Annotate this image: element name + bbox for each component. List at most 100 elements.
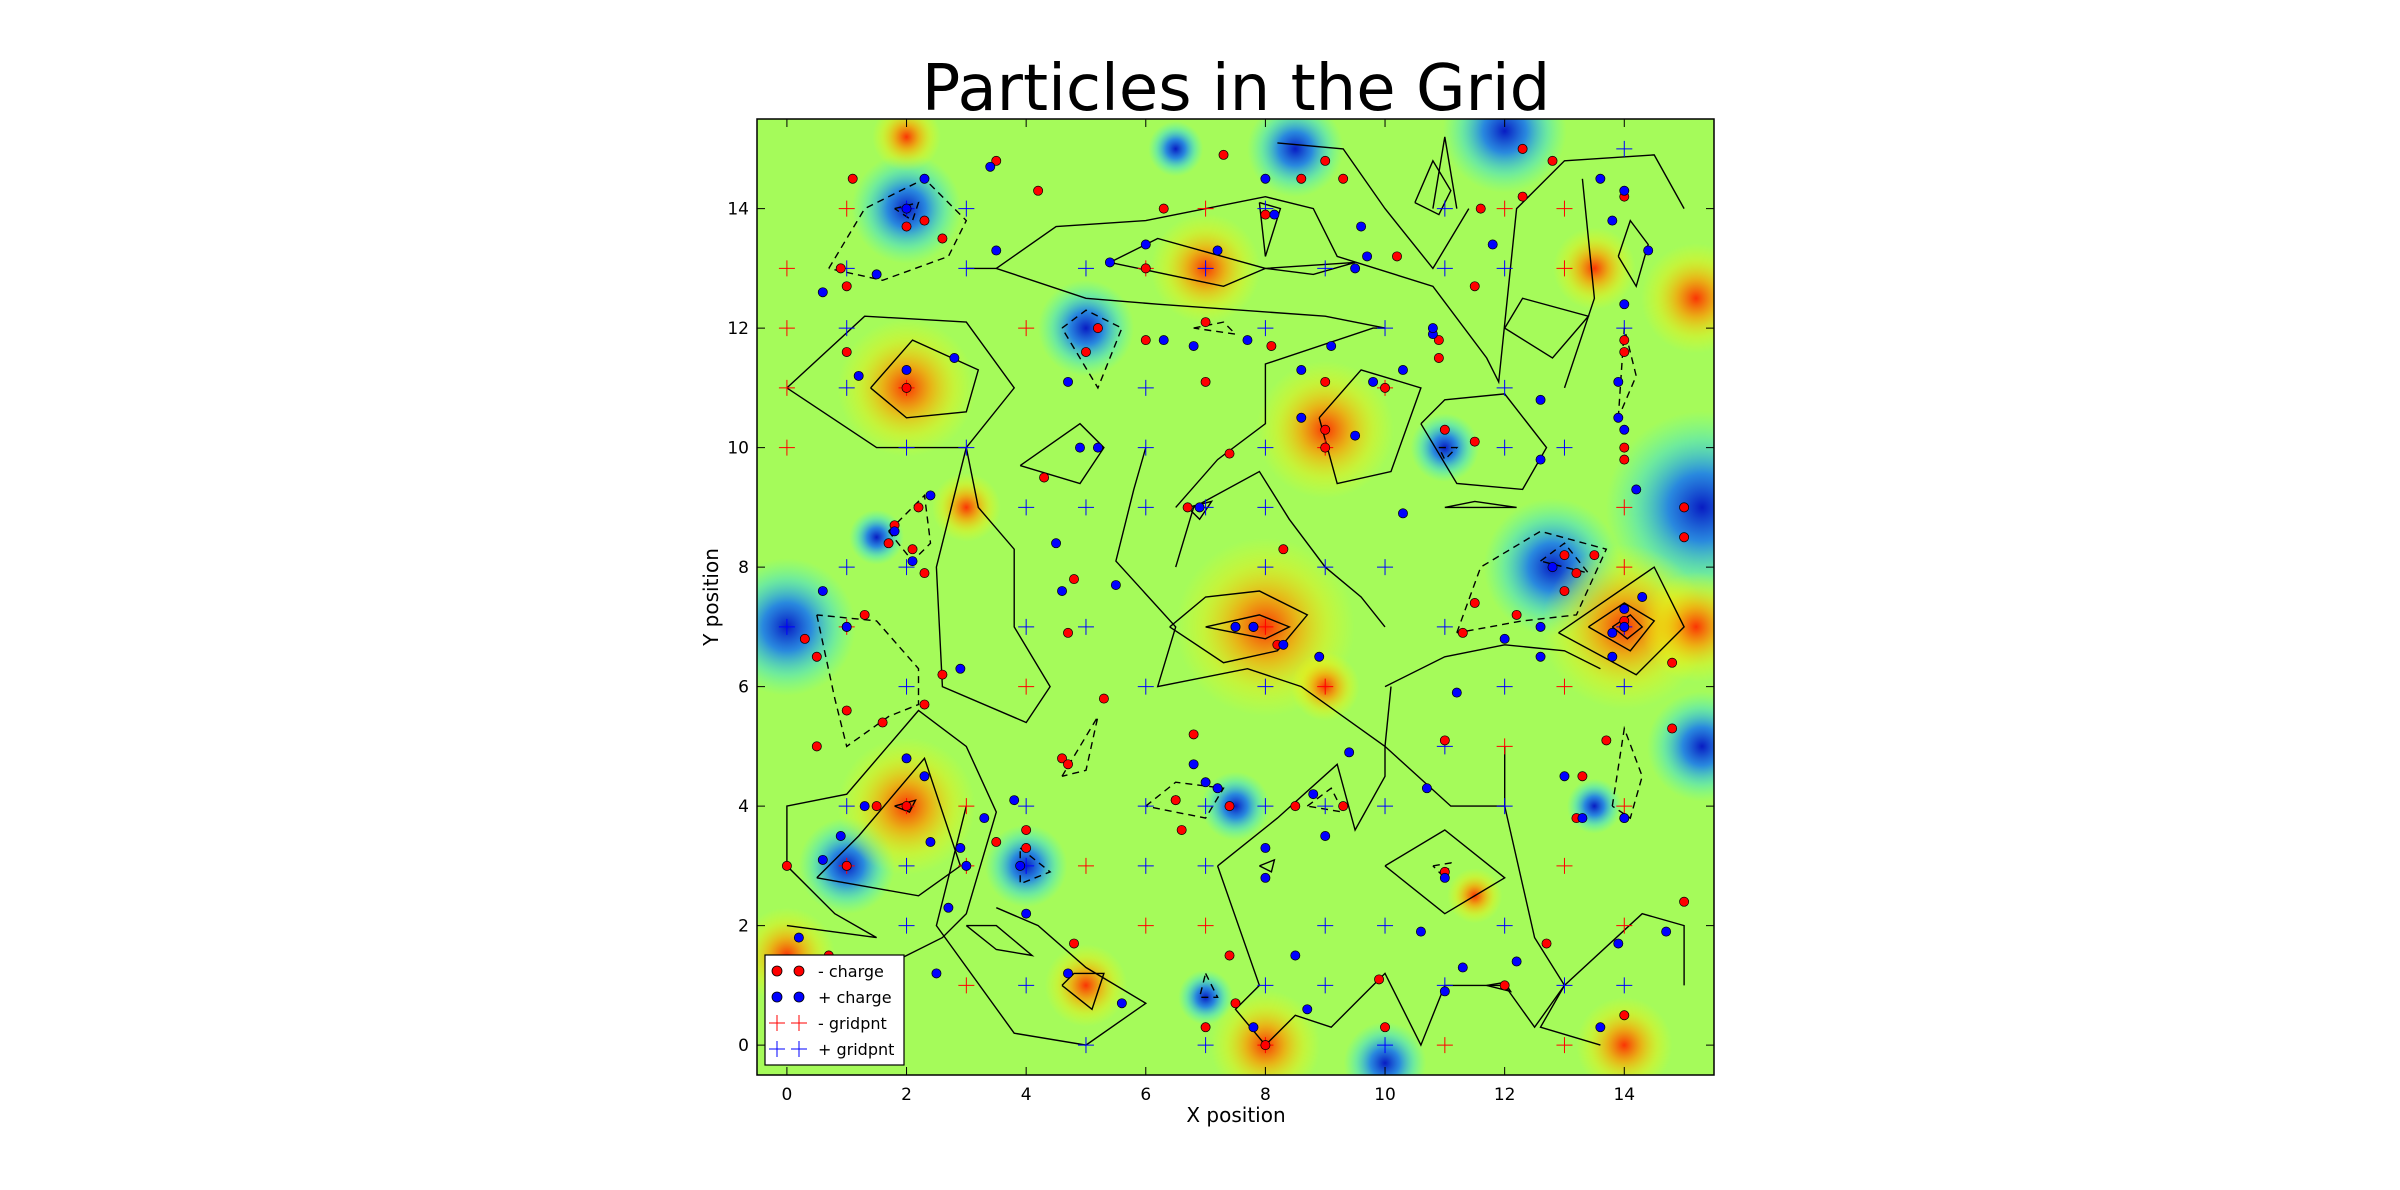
pos-charge-point [1637, 592, 1648, 602]
pos-gridpnt-marker [898, 439, 915, 456]
contour-line-dashed [1617, 327, 1637, 419]
neg-charge-point [1296, 173, 1307, 184]
pos-gridpnt-marker [898, 678, 915, 695]
pos-charge-point [1278, 639, 1289, 650]
neg-charge-point [1619, 454, 1630, 465]
pos-charge-point [1248, 621, 1259, 632]
y-tick-label: 14 [727, 200, 749, 220]
contour-line-solid [1384, 829, 1506, 915]
pos-charge-point [1116, 998, 1127, 1009]
legend-label-pos-charge: + charge [818, 988, 892, 1007]
heatmap-cold-spot [1566, 778, 1622, 834]
neg-charge-point [883, 538, 894, 549]
pos-charge-point [979, 813, 990, 824]
legend: - charge + charge - gridpnt + gridpnt [764, 954, 905, 1066]
pos-gridpnt-marker [1317, 917, 1334, 934]
pos-charge-point [1320, 831, 1331, 841]
pos-charge-point [955, 663, 966, 674]
pos-gridpnt-marker [1197, 260, 1214, 277]
pos-charge-point [1619, 299, 1630, 310]
y-axis-label: Y position [699, 548, 723, 647]
pos-gridpnt-marker [1018, 798, 1035, 815]
neg-gridpnt-marker [1317, 678, 1334, 695]
pos-gridpnt-marker [1197, 1037, 1214, 1054]
neg-gridpnt-marker [1496, 200, 1513, 217]
y-tick-label: 6 [738, 678, 749, 698]
neg-gridpnt-marker [1436, 1037, 1453, 1054]
neg-gridpnt-marker [1496, 738, 1513, 755]
neg-charge-point [841, 860, 852, 871]
pos-gridpnt-marker [1257, 678, 1274, 695]
neg-charge-point [919, 568, 930, 579]
pos-gridpnt-marker [1137, 439, 1154, 456]
pos-gridpnt-marker [1137, 678, 1154, 695]
neg-charge-point [1224, 448, 1235, 459]
neg-charge-point [835, 263, 846, 274]
contour-line-solid [1259, 858, 1276, 873]
pos-charge-point [1212, 783, 1223, 794]
pos-charge-point [1194, 502, 1205, 513]
pos-charge-point [817, 854, 828, 865]
pos-charge-point [1362, 251, 1373, 262]
pos-gridpnt-marker [1257, 977, 1274, 994]
contour-line-solid [1318, 369, 1422, 485]
neg-charge-point [1033, 185, 1044, 196]
neg-charge-point [901, 221, 912, 232]
neg-charge-point [919, 699, 930, 710]
neg-charge-point [1158, 203, 1169, 214]
neg-charge-point [1679, 896, 1690, 907]
pos-charge-point [1427, 323, 1438, 334]
neg-charge-point [1559, 550, 1570, 561]
neg-charge-point [1230, 998, 1241, 1009]
neg-charge-point [1069, 938, 1079, 949]
contour-line-dashed [1456, 530, 1608, 634]
x-tick-label: 4 [1021, 1085, 1032, 1105]
pos-gridpnt-marker [1077, 499, 1094, 516]
neg-charge-point [991, 155, 1002, 166]
pos-charge-point [1415, 926, 1426, 937]
legend-pos-gridpnt-marker [769, 1041, 807, 1057]
neg-charge-point [1338, 173, 1349, 184]
neg-charge-point [1320, 442, 1331, 453]
neg-charge-point [1601, 735, 1612, 746]
neg-charge-point [1182, 502, 1193, 513]
contour-line-solid [786, 709, 998, 963]
neg-charge-point [1188, 729, 1199, 740]
neg-charge-point [1140, 335, 1151, 346]
pos-gridpnt-marker [958, 260, 975, 277]
neg-gridpnt-marker [1197, 200, 1214, 217]
neg-charge-point [1081, 347, 1091, 357]
pos-charge-point [1619, 813, 1630, 824]
pos-charge-point [1421, 783, 1432, 794]
pos-charge-point [1021, 908, 1032, 919]
pos-charge-point [1535, 651, 1546, 662]
neg-gridpnt-marker [778, 320, 795, 337]
pos-charge-point [1308, 789, 1319, 800]
pos-charge-point [1104, 257, 1115, 268]
neg-charge-point [1619, 442, 1630, 453]
heatmap-hot-spot [1044, 944, 1128, 1027]
pos-charge-point [925, 490, 936, 501]
x-tick-label: 2 [901, 1085, 912, 1105]
pos-gridpnt-marker [1137, 379, 1154, 396]
pos-charge-point [1260, 173, 1271, 184]
neg-gridpnt-marker [1018, 678, 1035, 695]
pos-charge-point [1242, 335, 1253, 346]
pos-gridpnt-marker [1018, 499, 1035, 516]
neg-charge-point [1069, 574, 1079, 585]
y-tick-label: 2 [738, 917, 749, 937]
pos-gridpnt-marker [1556, 977, 1573, 994]
pos-charge-point [1535, 454, 1546, 465]
neg-charge-point [1499, 980, 1510, 991]
pos-gridpnt-marker [1436, 200, 1453, 217]
neg-gridpnt-marker [778, 379, 795, 396]
neg-charge-point [871, 801, 882, 812]
pos-charge-point [1577, 813, 1588, 824]
neg-charge-point [1170, 795, 1181, 806]
neg-charge-point [1320, 376, 1331, 387]
pos-charge-point [1535, 394, 1546, 405]
heatmap-cold-spot [1247, 119, 1344, 198]
pos-gridpnt-marker [1018, 977, 1035, 994]
heatmap-background [757, 119, 1714, 1075]
neg-charge-point [781, 860, 792, 871]
